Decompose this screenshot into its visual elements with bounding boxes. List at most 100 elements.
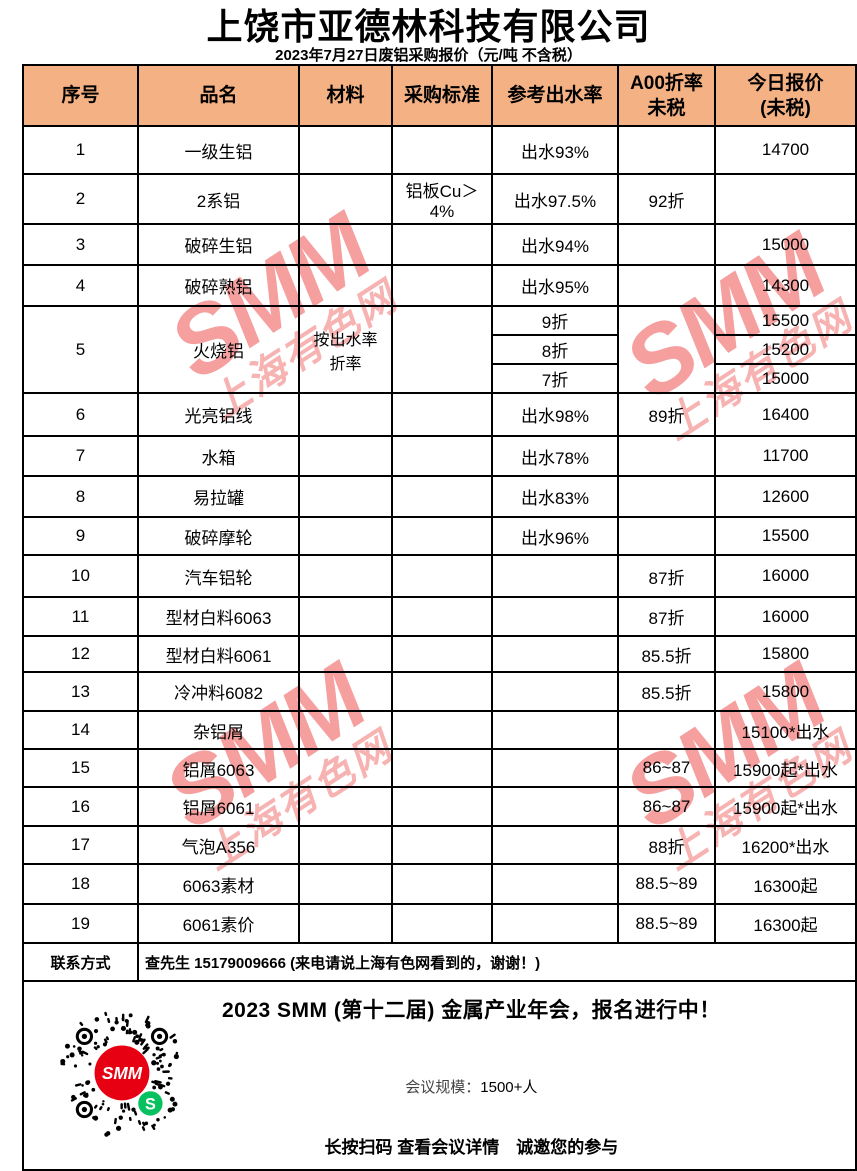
contact-value: 查先生 15179009666 (来电请说上海有色网看到的，谢谢！) — [137, 942, 857, 982]
cell-material — [298, 786, 393, 827]
table-row: 19 6061素价 88.5~89 16300起 — [22, 903, 857, 944]
cell-price: 15100*出水 — [714, 710, 857, 750]
cell-price: 15000 — [714, 363, 857, 394]
cell-price: 11700 — [714, 435, 857, 477]
cell-serial: 13 — [22, 671, 139, 712]
cell-serial: 8 — [22, 475, 139, 518]
cell-product: 2系铝 — [137, 173, 300, 225]
header-price: 今日报价 (未税) — [714, 64, 857, 127]
cell-standard — [391, 475, 493, 518]
qr-code: SMM S — [60, 1011, 179, 1137]
cell-product: 一级生铝 — [137, 125, 300, 175]
cell-yield — [491, 748, 619, 788]
cell-material — [298, 635, 393, 673]
table-row: 8 易拉罐 出水83% 12600 — [22, 475, 857, 518]
cell-material — [298, 671, 393, 712]
cell-material — [298, 173, 393, 225]
cell-product: 冷冲料6082 — [137, 671, 300, 712]
table-row: 15 铝屑6063 86~87 15900起*出水 — [22, 748, 857, 788]
cell-discount — [617, 435, 716, 477]
cell-product: 杂铝屑 — [137, 710, 300, 750]
cell-serial: 4 — [22, 264, 139, 307]
cell-price: 15800 — [714, 671, 857, 712]
cell-yield — [491, 635, 619, 673]
cell-standard — [391, 435, 493, 477]
cell-discount — [617, 264, 716, 307]
cell-yield — [491, 786, 619, 827]
cell-serial: 9 — [22, 516, 139, 556]
header-discount: A00折率 未税 — [617, 64, 716, 127]
table-row: 3 破碎生铝 出水94% 15000 — [22, 223, 857, 266]
cell-product: 铝屑6063 — [137, 748, 300, 788]
cell-discount: 85.5折 — [617, 635, 716, 673]
cell-product: 型材白料6063 — [137, 596, 300, 637]
price-table: 序号 品名 材料 采购标准 参考出水率 A00折率 未税 今日报价 (未税) 1… — [22, 64, 857, 1171]
table-row: 1 一级生铝 出水93% 14700 — [22, 125, 857, 175]
cell-standard — [391, 863, 493, 905]
cell-serial: 15 — [22, 748, 139, 788]
cell-product: 光亮铝线 — [137, 392, 300, 437]
cell-standard — [391, 825, 493, 865]
cell-yield — [491, 710, 619, 750]
table-row: 13 冷冲料6082 85.5折 15800 — [22, 671, 857, 712]
cell-yield: 出水94% — [491, 223, 619, 266]
cell-yield: 出水95% — [491, 264, 619, 307]
cell-discount: 86~87 — [617, 748, 716, 788]
cell-price: 15900起*出水 — [714, 786, 857, 827]
cell-discount — [617, 223, 716, 266]
cell-yield — [491, 903, 619, 944]
cell-product: 铝屑6061 — [137, 786, 300, 827]
price-table-wrap: SMM 上海有色网 SMM 上海有色网 SMM 上海有色网 SMM 上海有色网 … — [22, 64, 857, 1171]
header-row: 序号 品名 材料 采购标准 参考出水率 A00折率 未税 今日报价 (未税) — [22, 64, 857, 127]
cell-serial: 1 — [22, 125, 139, 175]
cell-discount: 86~87 — [617, 786, 716, 827]
cell-price: 15500 — [714, 305, 857, 336]
cell-material — [298, 863, 393, 905]
cell-yield — [491, 671, 619, 712]
cell-material — [298, 596, 393, 637]
table-row: 10 汽车铝轮 87折 16000 — [22, 554, 857, 598]
cell-standard — [391, 635, 493, 673]
banner-headline: 2023 SMM (第十二届) 金属产业年会，报名进行中！ — [222, 998, 721, 1022]
header-product: 品名 — [137, 64, 300, 127]
cell-standard — [391, 554, 493, 598]
cell-material — [298, 264, 393, 307]
cell-serial: 3 — [22, 223, 139, 266]
cell-yield: 出水96% — [491, 516, 619, 556]
header-yield: 参考出水率 — [491, 64, 619, 127]
cell-yield — [491, 596, 619, 637]
cell-serial: 18 — [22, 863, 139, 905]
cell-yield: 8折 — [491, 334, 619, 365]
cell-standard — [391, 748, 493, 788]
cell-material: 按出水率 折率 — [298, 305, 393, 394]
cell-yield — [491, 825, 619, 865]
cell-price: 15500 — [714, 516, 857, 556]
table-row: 9 破碎摩轮 出水96% 15500 — [22, 516, 857, 556]
contact-label: 联系方式 — [22, 942, 139, 982]
table-row: 7折 15000 — [23, 363, 857, 394]
cell-product: 易拉罐 — [137, 475, 300, 518]
cell-discount — [617, 710, 716, 750]
cell-price — [714, 173, 857, 225]
cell-material — [298, 223, 393, 266]
cell-product: 破碎生铝 — [137, 223, 300, 266]
smm-logo-text: SMM — [102, 1063, 143, 1083]
cell-product: 6061素价 — [137, 903, 300, 944]
table-row: 14 杂铝屑 15100*出水 — [22, 710, 857, 750]
header-serial: 序号 — [22, 64, 139, 127]
cell-standard — [391, 710, 493, 750]
cell-standard — [391, 596, 493, 637]
cell-product: 水箱 — [137, 435, 300, 477]
table-row: 4 破碎熟铝 出水95% 14300 — [22, 264, 857, 307]
cell-price: 16200*出水 — [714, 825, 857, 865]
cell-price: 15200 — [714, 334, 857, 365]
cell-discount: 88.5~89 — [617, 863, 716, 905]
cell-product: 火烧铝 — [137, 305, 300, 394]
cell-price: 12600 — [714, 475, 857, 518]
cell-discount — [617, 305, 716, 394]
cell-price: 16400 — [714, 392, 857, 437]
table-row: 11 型材白料6063 87折 16000 — [22, 596, 857, 637]
cell-material — [298, 475, 393, 518]
cell-standard — [391, 516, 493, 556]
cell-price: 15000 — [714, 223, 857, 266]
